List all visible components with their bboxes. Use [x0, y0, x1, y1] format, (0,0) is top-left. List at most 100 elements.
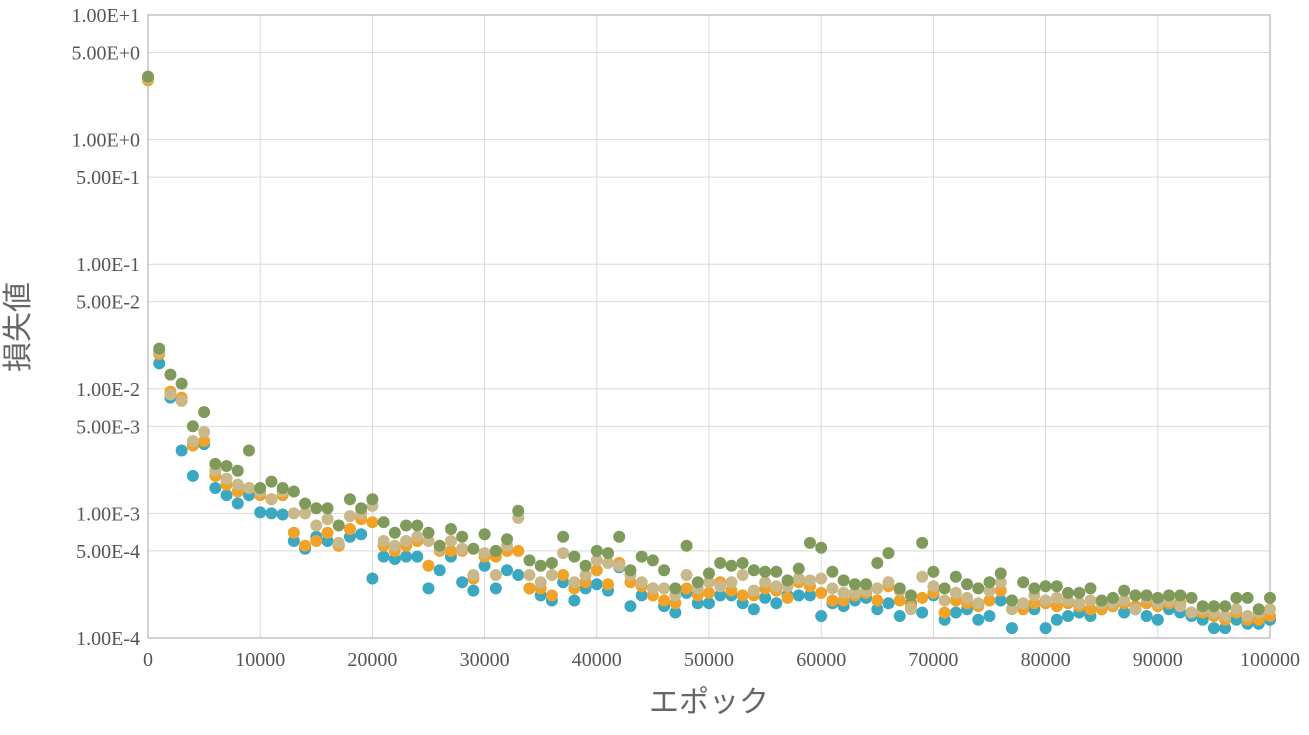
x-tick-label: 60000 — [796, 649, 846, 671]
data-point — [1151, 613, 1164, 626]
data-point — [411, 550, 424, 563]
data-point — [321, 502, 334, 515]
data-point — [388, 526, 401, 539]
data-point — [680, 569, 693, 582]
data-point — [568, 550, 581, 563]
data-point — [747, 603, 760, 616]
data-point — [512, 544, 525, 557]
data-point — [444, 535, 457, 548]
data-point — [736, 589, 749, 602]
data-point — [456, 542, 469, 555]
data-point — [927, 580, 940, 593]
data-point — [153, 357, 166, 370]
data-point — [1196, 600, 1209, 613]
data-point — [265, 475, 278, 488]
data-point — [815, 572, 828, 585]
data-point — [489, 569, 502, 582]
data-point — [759, 576, 772, 589]
data-point — [837, 574, 850, 587]
data-point — [265, 493, 278, 506]
y-tick-label: 1.00E-2 — [76, 379, 140, 401]
data-point — [826, 582, 839, 595]
data-point — [1095, 594, 1108, 607]
data-point — [635, 576, 648, 589]
data-point — [938, 582, 951, 595]
data-point — [489, 582, 502, 595]
data-point — [803, 536, 816, 549]
data-point — [1062, 610, 1075, 623]
data-point — [287, 485, 300, 498]
data-point — [1185, 606, 1198, 619]
x-tick-label: 100000 — [1240, 649, 1300, 671]
data-point — [186, 420, 199, 433]
data-point — [736, 569, 749, 582]
data-point — [299, 507, 312, 520]
data-point — [1219, 600, 1232, 613]
data-point — [377, 535, 390, 548]
data-point — [299, 497, 312, 510]
data-point — [456, 530, 469, 543]
data-point — [545, 569, 558, 582]
data-point — [949, 606, 962, 619]
data-point — [310, 535, 323, 548]
data-point — [747, 564, 760, 577]
data-point — [568, 594, 581, 607]
y-tick-label: 1.00E+0 — [72, 130, 141, 152]
data-point — [882, 547, 895, 560]
data-point — [815, 610, 828, 623]
data-point — [1174, 600, 1187, 613]
data-point — [1264, 603, 1276, 616]
data-point — [467, 569, 480, 582]
data-point — [545, 589, 558, 602]
data-point — [703, 576, 715, 589]
data-point — [411, 530, 424, 543]
x-tick-label: 50000 — [684, 649, 734, 671]
data-point — [512, 504, 525, 517]
data-point — [467, 584, 480, 597]
data-point — [422, 582, 435, 595]
data-point — [366, 516, 379, 529]
data-point — [646, 582, 659, 595]
data-point — [938, 606, 951, 619]
data-point — [254, 506, 267, 519]
data-point — [1118, 584, 1131, 597]
y-tick-label: 5.00E-4 — [76, 541, 140, 563]
x-axis-title: エポック — [649, 685, 769, 720]
data-point — [781, 574, 794, 587]
data-point — [994, 576, 1007, 589]
series-4 — [142, 70, 1276, 616]
data-point — [1050, 591, 1063, 604]
data-point — [343, 522, 356, 535]
data-point — [164, 388, 177, 401]
data-point — [759, 591, 772, 604]
data-point — [792, 572, 805, 585]
data-point — [501, 533, 514, 546]
data-point — [579, 569, 592, 582]
data-point — [1252, 603, 1265, 616]
data-point — [400, 519, 413, 532]
data-point — [792, 589, 805, 602]
data-point — [994, 584, 1007, 597]
data-point — [602, 578, 615, 591]
data-point — [186, 435, 199, 448]
data-point — [478, 547, 491, 560]
data-point — [287, 507, 300, 520]
data-point — [781, 591, 794, 604]
data-point — [444, 544, 457, 557]
data-point — [983, 610, 996, 623]
data-point — [467, 542, 480, 555]
data-point — [321, 526, 334, 539]
data-point — [310, 502, 323, 515]
x-tick-label: 40000 — [572, 649, 622, 671]
data-point — [871, 582, 884, 595]
x-tick-label: 80000 — [1021, 649, 1071, 671]
data-point — [1118, 606, 1131, 619]
data-point — [1017, 597, 1030, 610]
data-point — [433, 539, 446, 552]
data-point — [815, 586, 828, 599]
data-point — [736, 556, 749, 569]
data-point — [422, 559, 435, 572]
data-point — [1118, 594, 1131, 607]
data-point — [400, 550, 413, 563]
